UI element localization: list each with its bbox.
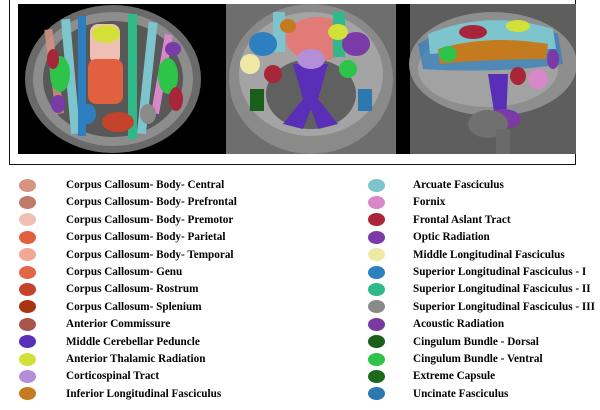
legend-label: Extreme Capsule [413, 370, 496, 383]
legend-item: Optic Radiation [0, 228, 490, 246]
legend-label: Optic Radiation [413, 231, 490, 244]
brain-tractography-image-strip [18, 4, 576, 154]
legend-item: Corpus Callosum- Body- Temporal [0, 246, 234, 264]
legend-item: Extreme Capsule [0, 367, 495, 385]
legend-swatch [368, 195, 385, 209]
legend-swatch [368, 317, 385, 331]
legend-swatch [19, 335, 36, 349]
legend-item: Corpus Callosum- Genu [0, 263, 182, 281]
legend-label: Corpus Callosum- Body- Prefrontal [66, 196, 237, 209]
legend-swatch [368, 369, 385, 383]
legend-item: Middle Longitudinal Fasciculus [0, 246, 565, 264]
legend-item: Superior Longitudinal Fasciculus - II [0, 280, 591, 298]
legend-item: Corpus Callosum- Body- Premotor [0, 211, 233, 229]
legend-swatch [19, 213, 36, 227]
axial-brain-view [25, 5, 201, 153]
legend-swatch [368, 387, 385, 401]
legend-label: Middle Cerebellar Peduncle [66, 335, 200, 348]
legend-label: Corpus Callosum- Body- Parietal [66, 231, 226, 244]
legend-label: Corticospinal Tract [66, 370, 160, 383]
legend-label: Corpus Callosum- Genu [66, 266, 183, 278]
legend-item: Inferior Longitudinal Fasciculus [0, 385, 221, 403]
legend-item: Corpus Callosum- Rostrum [0, 280, 198, 298]
legend-item: Anterior Commissure [0, 315, 170, 333]
legend-label: Middle Longitudinal Fasciculus [413, 248, 565, 261]
legend-swatch [19, 387, 36, 401]
legend-item: Corpus Callosum- Splenium [0, 298, 202, 316]
legend-swatch [368, 248, 385, 262]
legend-item: Superior Longitudinal Fasciculus - III [0, 298, 595, 316]
legend-label: Frontal Aslant Tract [413, 213, 511, 226]
coronal-brain-view [226, 4, 396, 154]
legend-swatch [368, 265, 385, 279]
legend-label: Anterior Commissure [66, 318, 171, 331]
legend-swatch [19, 195, 36, 209]
legend-swatch [19, 178, 36, 192]
legend-swatch [19, 282, 36, 296]
legend-label: Corpus Callosum- Body- Temporal [66, 248, 234, 261]
legend-swatch [368, 352, 385, 366]
legend-swatch [368, 282, 385, 296]
legend-swatch [368, 178, 385, 192]
legend-swatch [368, 335, 385, 349]
legend-item: Cingulum Bundle - Ventral [0, 350, 543, 368]
legend-swatch [368, 213, 385, 227]
legend-label: Corpus Callosum- Rostrum [66, 283, 199, 296]
legend-item: Acoustic Radiation [0, 315, 504, 333]
sagittal-brain-view [409, 4, 576, 154]
legend-swatch [19, 352, 36, 366]
legend-swatch [19, 230, 36, 244]
legend-label: Cingulum Bundle - Ventral [413, 353, 543, 365]
legend-item: Corpus Callosum- Body- Parietal [0, 228, 225, 246]
legend-swatch [19, 369, 36, 383]
legend-item: Uncinate Fasciculus [0, 385, 508, 403]
legend-item: Middle Cerebellar Peduncle [0, 333, 200, 351]
legend-item: Superior Longitudinal Fasciculus - I [0, 263, 586, 281]
legend-label: Arcuate Fasciculus [413, 179, 504, 191]
legend-swatch [368, 300, 385, 314]
legend-item: Corpus Callosum- Body- Central [0, 176, 224, 194]
legend-item: Arcuate Fasciculus [0, 176, 504, 194]
legend-item: Cingulum Bundle - Dorsal [0, 333, 539, 351]
legend-label: Corpus Callosum- Body- Central [66, 179, 225, 191]
legend-label: Anterior Thalamic Radiation [66, 353, 206, 365]
legend-label: Corpus Callosum- Splenium [66, 300, 202, 313]
legend-label: Corpus Callosum- Body- Premotor [66, 213, 234, 226]
legend-item: Corticospinal Tract [0, 367, 159, 385]
legend-label: Acoustic Radiation [413, 318, 505, 331]
legend-swatch [19, 300, 36, 314]
legend-label: Cingulum Bundle - Dorsal [413, 335, 539, 348]
legend-label: Superior Longitudinal Fasciculus - I [413, 266, 587, 278]
legend-label: Fornix [413, 196, 446, 209]
legend-item: Corpus Callosum- Body- Prefrontal [0, 193, 237, 211]
legend-item: Fornix [0, 193, 445, 211]
legend-swatch [19, 317, 36, 331]
legend-item: Frontal Aslant Tract [0, 211, 511, 229]
legend-label: Superior Longitudinal Fasciculus - III [413, 300, 595, 313]
legend-label: Inferior Longitudinal Fasciculus [66, 387, 222, 400]
legend-label: Superior Longitudinal Fasciculus - II [413, 283, 591, 296]
legend-label: Uncinate Fasciculus [413, 387, 509, 400]
legend-swatch [19, 265, 36, 279]
legend-swatch [19, 248, 36, 262]
legend-item: Anterior Thalamic Radiation [0, 350, 205, 368]
legend-swatch [368, 230, 385, 244]
